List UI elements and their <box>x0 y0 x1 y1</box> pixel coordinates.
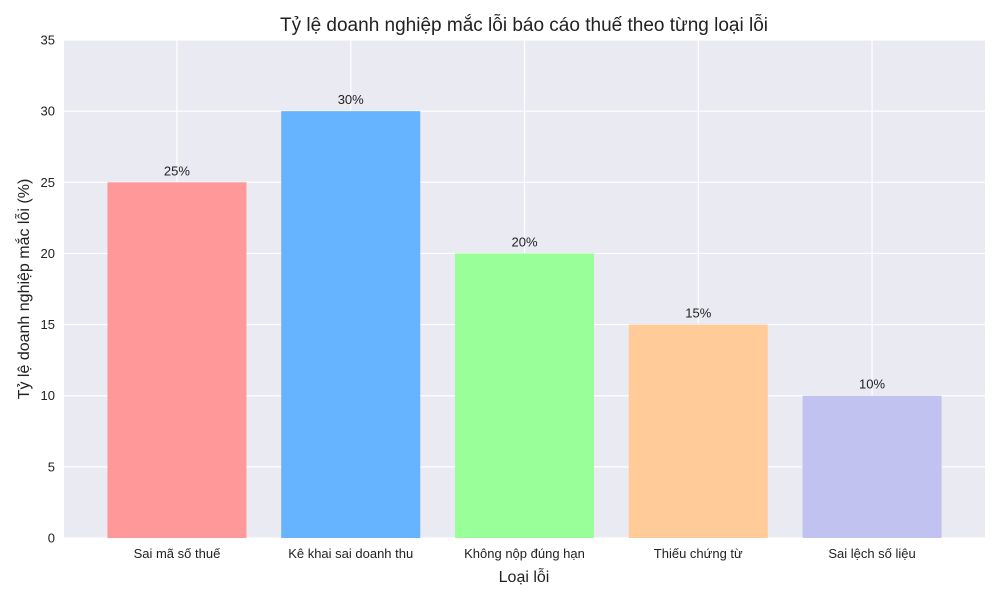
data-labels: 25% 30% 20% 15% 10% <box>164 92 886 392</box>
bar-data-label: 10% <box>859 377 885 392</box>
y-axis-ticks: 0 5 10 15 20 25 30 35 <box>41 33 55 546</box>
x-tick-label: Sai lệch số liệu <box>828 546 915 561</box>
x-axis-label: Loại lỗi <box>499 567 550 586</box>
bar-data-label: 15% <box>685 306 711 321</box>
x-tick-label: Kê khai sai doanh thu <box>288 546 413 561</box>
bars <box>107 111 942 539</box>
y-tick-label: 25 <box>41 175 55 190</box>
bar-data-label: 30% <box>338 92 364 107</box>
x-tick-label: Thiếu chứng từ <box>654 546 743 561</box>
y-axis-label: Tỷ lệ doanh nghiệp mắc lỗi (%) <box>14 179 33 400</box>
bar-data-label: 25% <box>164 163 190 178</box>
y-tick-label: 5 <box>48 459 55 474</box>
y-tick-label: 15 <box>41 317 55 332</box>
y-tick-label: 20 <box>41 246 55 261</box>
y-tick-label: 30 <box>41 104 55 119</box>
y-tick-label: 10 <box>41 388 55 403</box>
chart-title: Tỷ lệ doanh nghiệp mắc lỗi báo cáo thuế … <box>280 14 768 36</box>
bar <box>454 253 595 538</box>
bar <box>802 395 942 538</box>
bar-data-label: 20% <box>511 234 537 249</box>
x-axis-ticks: Sai mã số thuế Kê khai sai doanh thu Không… <box>134 546 916 561</box>
bar <box>628 324 768 538</box>
x-tick-label: Không nộp đúng hạn <box>464 546 585 561</box>
x-tick-label: Sai mã số thuế <box>134 546 221 561</box>
y-tick-label: 0 <box>48 531 55 546</box>
bar <box>107 182 247 539</box>
y-tick-label: 35 <box>41 33 55 48</box>
bar <box>281 111 421 539</box>
